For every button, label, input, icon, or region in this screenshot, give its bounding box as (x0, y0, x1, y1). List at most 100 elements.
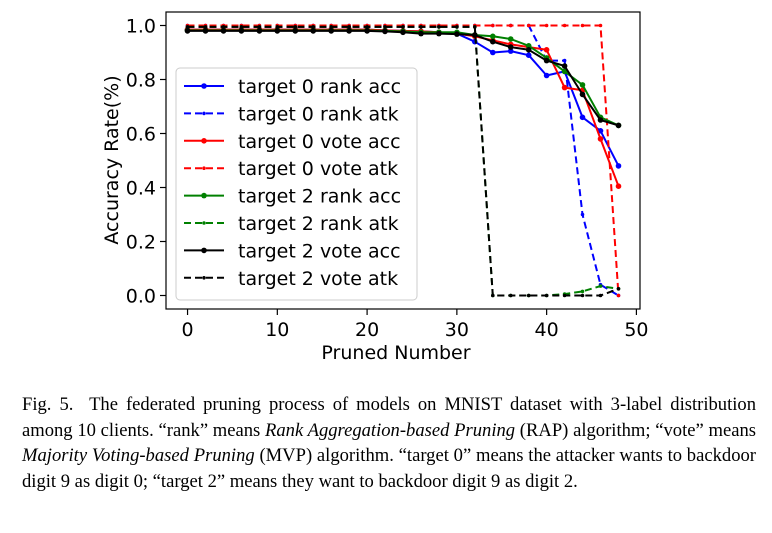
data-point-target-0-vote-atk (508, 23, 513, 28)
legend-label: target 0 vote atk (238, 158, 398, 180)
data-point-target-0-rank-acc (525, 52, 532, 58)
data-point-target-2-vote-acc (184, 28, 191, 34)
caption-text-1: The federated pruning process of models … (22, 394, 757, 441)
series-target-2-vote-atk (185, 25, 621, 298)
data-point-target-2-vote-acc (346, 28, 352, 34)
data-point-target-2-vote-atk (275, 25, 280, 29)
legend-label: target 0 rank atk (238, 103, 399, 125)
data-point-target-2-vote-acc (310, 28, 317, 34)
data-point-target-2-vote-acc (525, 47, 532, 53)
legend-label: target 2 rank atk (238, 213, 399, 235)
plot-area (184, 23, 622, 298)
data-point-target-0-vote-atk (580, 23, 585, 28)
data-point-target-2-vote-atk (419, 25, 423, 29)
legend-swatch-marker (201, 83, 207, 89)
x-tick-label: 20 (355, 319, 379, 341)
legend-swatch-marker (202, 166, 206, 170)
data-point-target-2-vote-atk (526, 293, 531, 298)
legend-entry-target-0-rank-acc: target 0 rank acc (184, 76, 401, 98)
legend-entry-target-0-rank-atk: target 0 rank atk (184, 103, 399, 125)
data-point-target-2-vote-atk (203, 25, 208, 29)
data-point-target-2-vote-acc (292, 28, 299, 34)
data-point-target-2-vote-atk (185, 25, 190, 29)
data-point-target-2-vote-acc (579, 91, 586, 98)
data-point-target-2-vote-acc (256, 28, 263, 34)
data-point-target-2-rank-atk (580, 289, 585, 294)
data-point-target-2-vote-atk (473, 25, 477, 29)
legend-box (175, 67, 418, 301)
data-point-target-2-vote-acc (454, 31, 460, 37)
x-tick-label: 40 (535, 319, 559, 341)
data-point-target-0-vote-atk (562, 23, 567, 28)
x-tick-label: 0 (181, 319, 193, 341)
data-point-target-2-vote-atk (508, 293, 513, 298)
legend-swatch-marker (201, 192, 207, 199)
data-point-target-2-vote-atk (365, 25, 369, 29)
data-point-target-2-vote-atk (221, 25, 226, 29)
data-point-target-0-rank-acc (507, 48, 514, 54)
legend-swatch-marker (201, 138, 207, 144)
legend-entry-target-2-rank-acc: target 2 rank acc (184, 186, 401, 208)
data-point-target-2-rank-acc (490, 33, 496, 40)
data-point-target-2-vote-acc (238, 28, 245, 34)
plot-frame (165, 11, 641, 310)
legend-label: target 2 vote acc (238, 240, 401, 262)
data-point-target-2-vote-acc (274, 28, 281, 34)
data-point-target-2-rank-acc (525, 43, 532, 49)
y-tick-label: 0.0 (126, 286, 156, 308)
legend-label: target 2 rank acc (238, 186, 401, 208)
data-point-target-2-vote-atk (437, 25, 441, 29)
data-point-target-2-vote-atk (311, 25, 316, 29)
y-tick-label: 1.0 (126, 16, 156, 38)
y-tick-label: 0.6 (126, 124, 156, 146)
data-point-target-2-vote-acc (561, 63, 568, 69)
data-point-target-2-vote-acc (597, 117, 604, 123)
data-point-target-0-vote-atk (598, 23, 603, 28)
legend-swatch-marker (202, 111, 206, 116)
legend-entry-target-0-vote-acc: target 0 vote acc (184, 131, 401, 153)
data-point-target-0-vote-acc (597, 136, 604, 142)
data-point-target-2-vote-atk (491, 293, 495, 298)
data-point-target-0-vote-acc (615, 183, 622, 189)
legend-entry-target-2-vote-atk: target 2 vote atk (184, 268, 398, 290)
legend-entry-target-0-vote-atk: target 0 vote atk (184, 158, 398, 180)
legend-swatch-marker (201, 247, 207, 254)
axes: 0 10 20 30 40 50 0.0 0.2 0.4 0.6 0.8 1.0 (126, 16, 649, 342)
data-point-target-2-rank-acc (579, 82, 586, 88)
data-point-target-2-vote-acc (615, 122, 622, 129)
figure-caption: Fig. 5. The federated pruning process of… (22, 392, 756, 494)
x-tick-label: 50 (624, 319, 648, 341)
legend-label: target 0 rank acc (238, 76, 401, 98)
data-point-target-0-rank-acc (579, 114, 586, 121)
caption-text-2: (RAP) algorithm; “vote” means (515, 419, 756, 441)
data-point-target-2-vote-atk (580, 293, 585, 298)
legend-swatch-marker (202, 276, 206, 280)
x-tick-label: 10 (265, 319, 289, 341)
data-point-target-0-rank-acc (615, 163, 622, 169)
data-point-target-2-vote-atk (562, 293, 567, 298)
data-point-target-2-vote-acc (220, 28, 227, 34)
data-point-target-2-vote-acc (328, 28, 335, 34)
data-point-target-2-vote-acc (400, 29, 406, 36)
data-point-target-2-vote-acc (364, 28, 370, 34)
data-point-target-0-vote-atk (491, 23, 495, 28)
caption-italic-mvp: Majority Voting-based Pruning (22, 445, 255, 466)
x-axis-label: Pruned Number (321, 342, 470, 364)
data-point-target-0-vote-atk (616, 293, 621, 298)
legend-entry-target-2-vote-acc: target 2 vote acc (184, 240, 401, 262)
data-point-target-0-vote-atk (544, 23, 549, 28)
data-point-target-2-vote-acc (418, 30, 424, 37)
data-point-target-2-vote-acc (472, 32, 478, 38)
data-point-target-0-vote-acc (561, 84, 568, 91)
line-chart: 0 10 20 30 40 50 0.0 0.2 0.4 0.6 0.8 1.0 Pruned Num… (101, 11, 649, 364)
data-point-target-0-rank-atk (580, 212, 585, 217)
y-tick-label: 0.2 (126, 232, 156, 254)
data-point-target-0-rank-acc (597, 128, 604, 134)
x-tick-label: 30 (445, 319, 469, 341)
series-target-2-vote-acc (184, 28, 622, 129)
data-point-target-2-vote-atk (401, 25, 405, 29)
data-point-target-2-vote-acc (507, 44, 514, 50)
y-tick-label: 0.8 (126, 70, 156, 92)
data-point-target-0-rank-acc (543, 72, 550, 79)
data-point-target-0-vote-atk (526, 23, 531, 28)
